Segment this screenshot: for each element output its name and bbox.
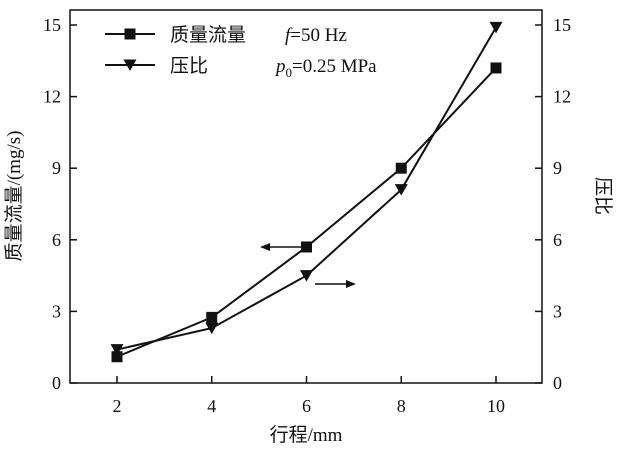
x-tick-label: 4 xyxy=(207,396,216,416)
y-left-tick-label: 9 xyxy=(52,158,61,178)
pressure-ratio-point xyxy=(110,344,124,356)
y-left-tick-label: 3 xyxy=(52,301,61,321)
legend-marker-square xyxy=(124,28,136,40)
y-left-tick-label: 12 xyxy=(43,87,61,107)
pressure-ratio-point xyxy=(300,270,313,282)
annotation-inlet-pressure: p0=0.25 MPa xyxy=(274,56,377,80)
y-right-tick-label: 9 xyxy=(553,158,562,178)
y-right-tick-label: 6 xyxy=(553,230,562,250)
legend: 质量流量 压比 f=50 Hz p0=0.25 MPa xyxy=(105,24,377,80)
y-left-tick-label: 6 xyxy=(52,230,61,250)
pressure-ratio-point xyxy=(394,184,408,196)
arrow-right-axis-indicator xyxy=(315,280,356,288)
arrow-left-axis-indicator xyxy=(260,243,303,251)
mass-flow-point xyxy=(490,62,502,74)
legend-marker-triangle xyxy=(123,59,137,71)
pressure-ratio-point xyxy=(489,21,503,34)
y-left-tick-label: 15 xyxy=(43,15,61,35)
mass-flow-point xyxy=(301,241,312,253)
x-tick-label: 6 xyxy=(302,396,311,416)
x-axis-title: 行程/mm xyxy=(270,424,343,446)
pressure-ratio-point xyxy=(205,322,219,335)
annotation-frequency: f=50 Hz xyxy=(285,25,347,46)
legend-label-mass-flow: 质量流量 xyxy=(170,24,246,46)
axis-ticks: 2 4 6 8 10 0 3 6 9 12 15 0 3 6 9 12 15 xyxy=(43,15,571,416)
mass-flow-point xyxy=(111,351,123,363)
y-axis-left-title: 质量流量/(mg/s) xyxy=(3,131,25,262)
mass-flow-point xyxy=(206,311,218,323)
legend-label-pressure-ratio: 压比 xyxy=(170,55,208,77)
y-right-tick-label: 15 xyxy=(553,15,571,35)
y-right-tick-label: 3 xyxy=(553,301,562,321)
y-right-tick-label: 12 xyxy=(553,87,571,107)
x-tick-label: 2 xyxy=(113,396,122,416)
series-line-mass-flow xyxy=(116,67,497,358)
y-axis-right-title: 压比 xyxy=(592,177,614,215)
y-left-tick-label: 0 xyxy=(52,373,61,393)
series-layer xyxy=(110,21,503,363)
mass-flow-point xyxy=(395,162,407,174)
x-tick-label: 10 xyxy=(487,396,505,416)
x-tick-label: 8 xyxy=(397,396,406,416)
y-right-tick-label: 0 xyxy=(553,373,562,393)
